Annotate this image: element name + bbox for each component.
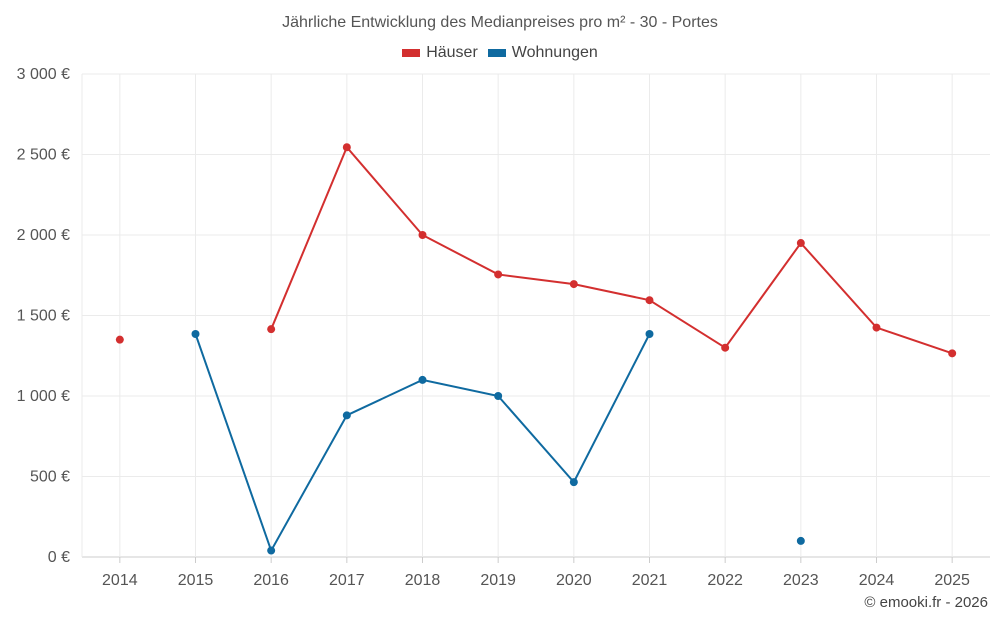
legend-label-haeuser: Häuser [426,44,478,61]
y-tick-label: 3 000 € [17,66,70,83]
data-point-wohnungen [494,392,503,400]
series-line-haeuser [270,145,953,355]
legend-label-wohnungen: Wohnungen [511,44,598,61]
data-point-haeuser [872,323,881,332]
data-point-haeuser [948,349,957,358]
legend-swatch-haeuser [402,49,421,57]
x-tick-label: 2018 [405,572,441,589]
x-tick-label: 2021 [632,572,668,589]
data-point-haeuser [494,270,503,279]
data-point-haeuser [645,296,654,305]
data-point-wohnungen [342,411,351,420]
data-point-wohnungen [267,546,276,555]
legend: Häuser Wohnungen [0,44,1000,62]
x-tick-label: 2019 [480,572,516,589]
legend-swatch-wohnungen [487,49,506,57]
data-point-haeuser [115,335,124,344]
legend-item-wohnungen[interactable]: Wohnungen [487,44,598,62]
x-tick-label: 2014 [102,572,138,589]
x-tick-label: 2020 [556,572,592,589]
y-tick-label: 2 000 € [17,227,70,244]
data-point-wohnungen [191,330,200,339]
data-point-wohnungen [645,330,654,339]
credit: © emooki.fr - 2026 [864,594,988,611]
y-tick-label: 500 € [30,469,70,486]
y-tick-label: 2 500 € [17,147,70,164]
x-tick-label: 2016 [253,572,289,589]
data-point-haeuser [342,143,351,152]
data-point-wohnungen [569,478,578,487]
y-tick-label: 1 500 € [17,308,70,325]
x-tick-label: 2023 [783,572,819,589]
legend-item-haeuser[interactable]: Häuser [402,44,478,62]
data-point-haeuser [569,280,578,289]
chart-title: Jährliche Entwicklung des Medianpreises … [282,14,718,31]
data-point-haeuser [418,231,427,239]
data-point-wohnungen [796,536,805,545]
data-point-haeuser [721,343,730,352]
x-tick-label: 2022 [707,572,743,589]
data-point-wohnungen [418,375,427,384]
x-tick-label: 2015 [178,572,214,589]
x-tick-label: 2024 [859,572,895,589]
x-tick-label: 2017 [329,572,365,589]
data-point-haeuser [267,325,276,334]
y-tick-label: 0 € [48,549,70,566]
x-tick-label: 2025 [934,572,970,589]
data-point-haeuser [796,239,805,248]
y-tick-label: 1 000 € [17,388,70,405]
